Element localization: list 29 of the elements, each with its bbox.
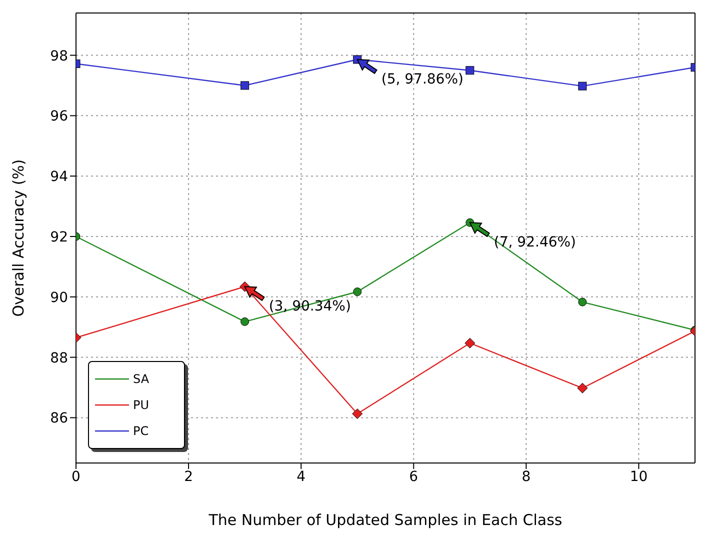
annotation: (3, 90.34%) [268, 298, 351, 315]
y-tick-label: 88 [50, 350, 68, 366]
x-tick-label: 4 [296, 468, 306, 485]
y-axis-title: Overall Accuracy (%) [9, 159, 28, 317]
annotation: (5, 97.86%) [381, 72, 464, 88]
legend-label: PU [133, 398, 150, 412]
x-tick-label: 10 [630, 468, 648, 485]
legend-label: PC [133, 424, 149, 438]
point [353, 288, 362, 296]
y-tick-label: 98 [50, 48, 68, 64]
y-tick-label: 94 [50, 169, 68, 186]
legend-label: SA [133, 372, 150, 386]
point [578, 82, 587, 90]
y-tick-label: 96 [50, 108, 68, 125]
point [466, 66, 474, 75]
x-tick-label: 0 [72, 468, 80, 485]
point [352, 408, 363, 420]
point [240, 81, 250, 90]
x-tick-label: 8 [522, 468, 531, 485]
y-tick-label: 86 [50, 410, 68, 427]
point [240, 317, 250, 326]
x-tick-label: 2 [184, 468, 194, 485]
y-tick-label: 92 [50, 229, 68, 246]
y-tick-label: 90 [50, 290, 68, 306]
x-axis-title: The Number of Updated Samples in Each Class [208, 511, 562, 529]
point [577, 382, 588, 394]
point [578, 298, 587, 306]
point [464, 338, 476, 348]
x-tick-label: 6 [409, 468, 418, 485]
